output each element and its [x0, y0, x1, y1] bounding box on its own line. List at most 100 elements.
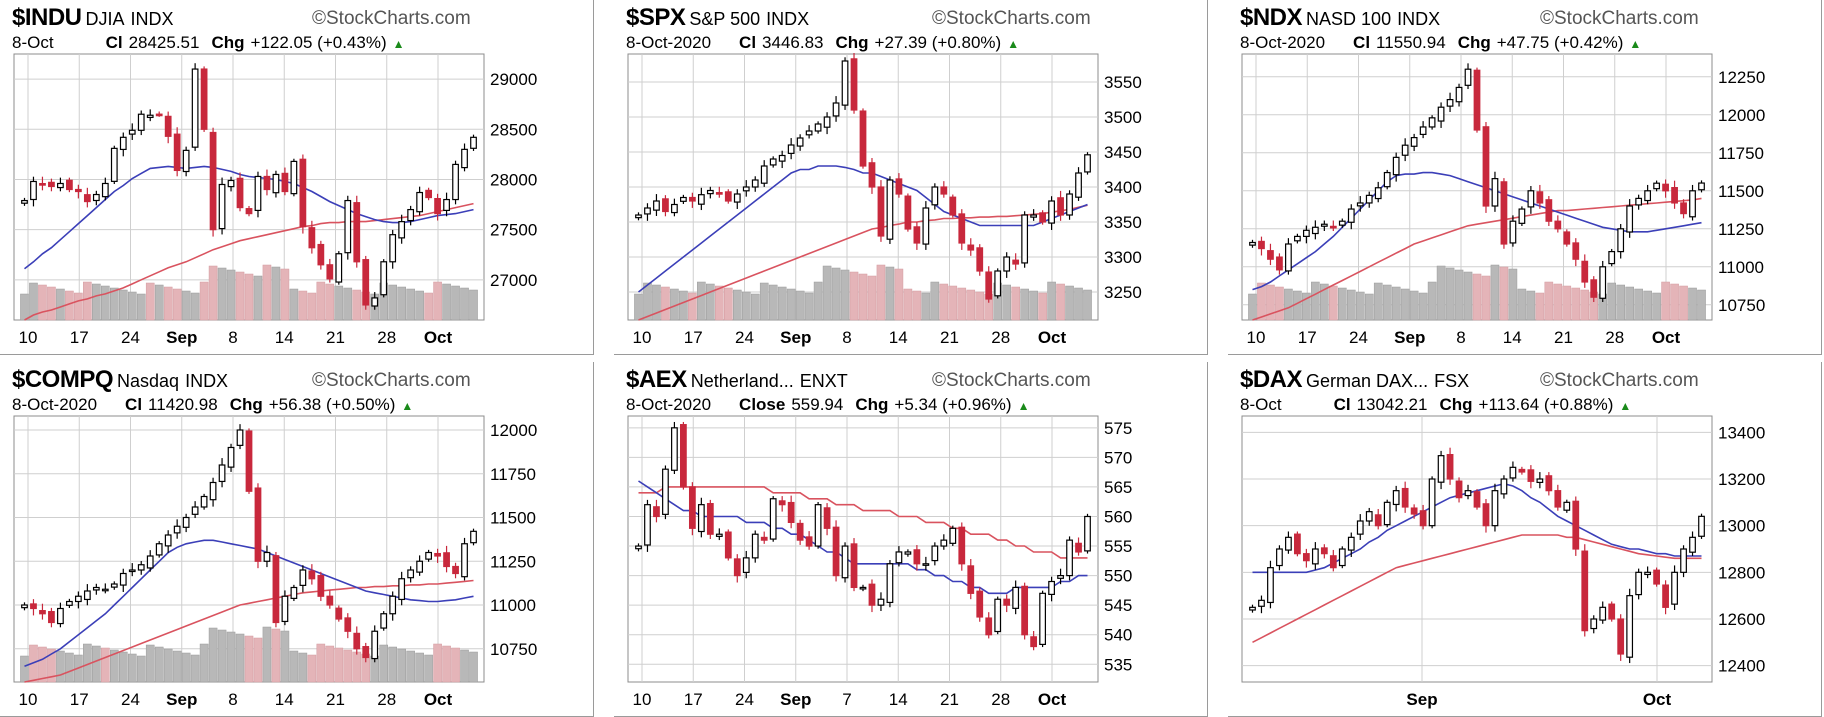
volume-bar — [1562, 285, 1572, 321]
x-tick-label: Oct — [424, 690, 453, 709]
volume-bar — [217, 629, 227, 683]
volume-bar — [1275, 286, 1284, 321]
volume-bar — [92, 645, 101, 683]
volume-bar — [253, 637, 263, 683]
volume-bar — [661, 286, 670, 321]
candle-body — [1689, 536, 1696, 553]
candle-body — [119, 136, 127, 151]
volume-bar — [813, 281, 823, 321]
candle-body — [155, 113, 163, 117]
volume-bar — [190, 654, 200, 683]
volume-bar — [280, 630, 290, 683]
candle-body — [1527, 190, 1535, 208]
volume-bar — [1266, 284, 1275, 321]
volume-bar — [56, 288, 65, 321]
candle-body — [1554, 220, 1562, 230]
y-tick-label: 13400 — [1718, 423, 1765, 442]
candle-body — [209, 481, 217, 501]
candle-body — [697, 194, 705, 205]
candle-body — [1536, 191, 1544, 204]
candle-body — [1084, 515, 1091, 552]
change-label: Chg — [1439, 395, 1473, 414]
candle-body — [443, 198, 450, 212]
volume-bar — [1544, 281, 1554, 321]
candle-body — [1075, 172, 1082, 198]
volume-bar — [867, 275, 877, 321]
candle-body — [452, 163, 459, 201]
candle-body — [931, 545, 939, 562]
candle-body — [1581, 260, 1589, 283]
volume-bar — [732, 289, 742, 321]
volume-bar — [948, 285, 958, 321]
x-tick-label: 24 — [735, 690, 754, 709]
candle-body — [236, 177, 244, 209]
volume-bar — [127, 653, 137, 683]
candle-body — [371, 297, 379, 307]
index-name: NASD 100 — [1306, 9, 1392, 29]
volume-bar — [118, 651, 128, 683]
volume-bar — [1391, 286, 1401, 321]
exchange-code: INDX — [130, 9, 174, 29]
brand-label: ©StockCharts.com — [932, 8, 1091, 29]
volume-bar — [1688, 287, 1697, 321]
volume-bar — [759, 282, 769, 321]
volume-bar — [1355, 291, 1365, 321]
volume-bar — [163, 648, 173, 683]
y-tick-label: 12000 — [1718, 106, 1765, 125]
candle-body — [128, 129, 136, 135]
candle-body — [706, 189, 714, 195]
chart-title: $COMPQ Nasdaq INDX — [12, 366, 228, 393]
candle-body — [110, 147, 118, 182]
candle-body — [1482, 503, 1490, 527]
candle-body — [1066, 539, 1073, 577]
volume-bar — [190, 292, 200, 321]
change-value: +47.75 (+0.42%) — [1496, 33, 1624, 52]
volume-bar — [307, 654, 317, 683]
candle-body — [1455, 480, 1463, 499]
volume-bar — [1526, 290, 1536, 321]
volume-bar — [1652, 292, 1661, 321]
volume-bar — [208, 265, 218, 321]
candle-body — [832, 102, 840, 117]
volume-bar — [406, 650, 415, 683]
candle-body — [958, 213, 966, 244]
volume-bar — [172, 288, 182, 321]
close-value: 11550.94 — [1376, 33, 1446, 52]
volume-bar — [966, 289, 976, 321]
volume-bar — [1284, 288, 1293, 321]
candle-body — [362, 259, 370, 306]
chart-panel-dax: 13400 13200 13000 12800 12600 12400 Sep Oct $DA… — [1228, 362, 1822, 717]
candle-body — [985, 617, 993, 636]
candle-body — [1590, 279, 1598, 298]
candle-body — [1662, 183, 1669, 192]
candle-body — [200, 68, 208, 130]
candle-body — [1437, 455, 1445, 483]
chart-svg: 13400 13200 13000 12800 12600 12400 Sep Oct — [1241, 415, 1765, 709]
candle-body — [137, 113, 145, 131]
chart-svg: 29000 28500 28000 27500 27000 10 17 24 Sep 8 14 21 2… — [13, 53, 537, 347]
candle-body — [1518, 208, 1526, 224]
volume-bar — [29, 282, 38, 321]
candle-body — [1572, 242, 1580, 260]
volume-bar — [1697, 289, 1706, 321]
candle-body — [1509, 220, 1517, 244]
candle-body — [778, 500, 786, 506]
change-value: +56.38 (+0.50%) — [268, 395, 396, 414]
candle-body — [254, 487, 262, 562]
volume-bar — [1083, 289, 1092, 321]
volume-bar — [1248, 293, 1257, 321]
quote-line: 8-Oct Cl 13042.21 Chg +113.64 (+0.88%) ▲ — [1240, 395, 1631, 415]
volume-bar — [1257, 282, 1266, 321]
volume-bar — [163, 286, 173, 321]
candle-body — [913, 226, 921, 244]
candle-body — [1030, 636, 1038, 648]
candle-body — [1276, 256, 1283, 271]
y-tick-label: 10750 — [490, 640, 537, 659]
volume-bar — [1553, 283, 1563, 321]
candle-body — [1410, 507, 1418, 515]
y-tick-label: 28500 — [490, 120, 537, 139]
x-tick-label: Oct — [1038, 328, 1067, 347]
candle-body — [389, 595, 397, 615]
close-value: 3446.83 — [762, 33, 824, 52]
candle-body — [66, 179, 73, 191]
